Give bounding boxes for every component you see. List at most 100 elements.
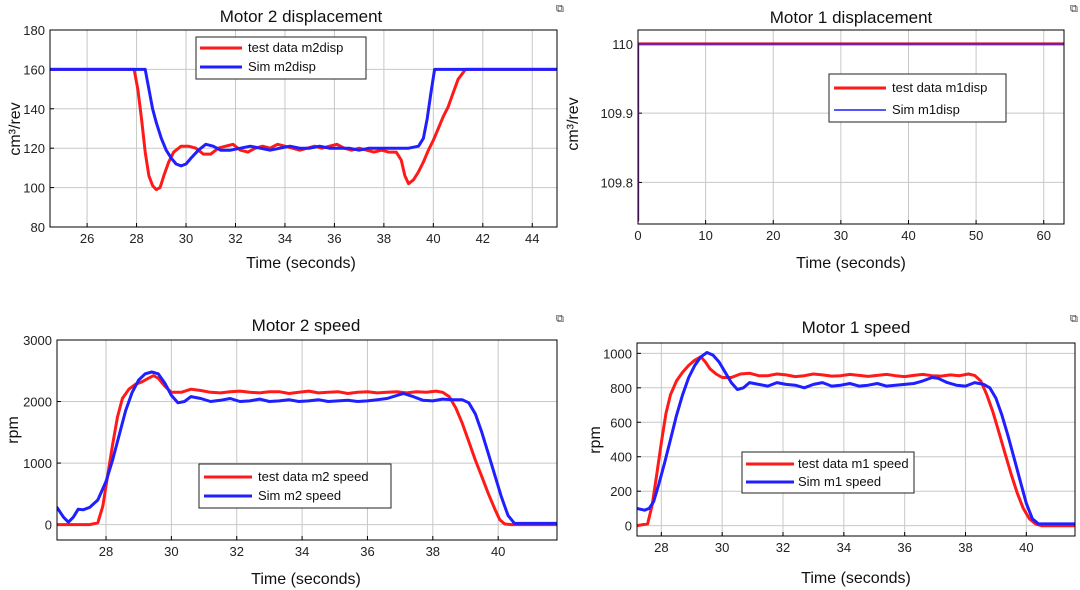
- series-group: [50, 67, 557, 192]
- x-tick-label: 38: [426, 544, 440, 559]
- legend: test data m1disp Sim m1disp: [828, 73, 1007, 123]
- chart-motor2-displacement: Motor 2 displacement 26 28 30 32 34 36 38 40 42 4…: [7, 2, 564, 272]
- legend-entry-test: test data m1disp: [892, 80, 987, 95]
- plot-area: [56, 339, 558, 541]
- x-tick-label: 32: [228, 231, 242, 246]
- axes-frame: [56, 339, 558, 541]
- x-tick-label: 44: [525, 231, 539, 246]
- x-tick-label: 42: [476, 231, 490, 246]
- x-tick-label: 40: [1019, 540, 1033, 555]
- series-line-sim: [637, 351, 1075, 526]
- y-tick-label: 600: [610, 415, 632, 430]
- series-line-sim: [50, 67, 557, 168]
- x-tick-label: 28: [129, 231, 143, 246]
- export-icon[interactable]: ⧉: [556, 2, 564, 15]
- legend-entry-sim: Sim m2 speed: [258, 488, 341, 503]
- legend: test data m2disp Sim m2disp: [195, 36, 367, 80]
- x-axis-label: Time (seconds): [796, 255, 906, 272]
- plot-background: [57, 340, 557, 540]
- legend-box: [198, 463, 392, 509]
- x-tick-label: 28: [654, 540, 668, 555]
- y-ticks: 80 100 120 140 160 180: [23, 23, 45, 235]
- x-axis-label: Time (seconds): [246, 255, 356, 272]
- series-line-test: [637, 355, 1075, 528]
- y-tick-label: 180: [23, 23, 45, 38]
- x-ticks: 26 28 30 32 34 36 38 40 42 44: [80, 231, 540, 246]
- legend-entry-sim: Sim m2disp: [248, 59, 316, 74]
- series-group: [57, 370, 557, 527]
- legend-box: [828, 73, 1007, 123]
- axes-frame: [49, 29, 558, 228]
- axes-frame: [637, 29, 1065, 225]
- export-icon[interactable]: ⧉: [556, 312, 564, 325]
- y-tick-label: 0: [45, 518, 52, 533]
- x-tick-label: 34: [295, 544, 309, 559]
- chart-motor1-displacement: Motor 1 displacement 0 10 20 30 40 50 60 109.8…: [565, 2, 1078, 272]
- legend-entry-test: test data m2disp: [248, 40, 343, 55]
- x-ticks: 0 10 20 30 40 50 60: [634, 228, 1051, 243]
- x-tick-label: 60: [1036, 228, 1050, 243]
- export-icon[interactable]: ⧉: [1070, 2, 1078, 15]
- legend-entry-sim: Sim m1disp: [892, 102, 960, 117]
- x-tick-label: 26: [80, 231, 94, 246]
- chart-motor1-speed: Motor 1 speed 28 30 32 34 36 38 40 0 200 400 600 8…: [587, 312, 1078, 587]
- y-tick-label: 160: [23, 62, 45, 77]
- x-tick-label: 30: [164, 544, 178, 559]
- x-tick-label: 10: [698, 228, 712, 243]
- x-tick-label: 32: [776, 540, 790, 555]
- chart-title: Motor 2 displacement: [220, 7, 383, 26]
- x-ticks: 28 30 32 34 36 38 40: [654, 540, 1033, 555]
- series-line-test: [50, 67, 557, 192]
- axes-frame: [636, 342, 1076, 537]
- y-axis-label: rpm: [5, 416, 22, 444]
- legend: test data m2 speed Sim m2 speed: [198, 463, 392, 509]
- x-axis-label: Time (seconds): [801, 570, 911, 587]
- y-tick-label: 80: [31, 220, 45, 235]
- x-ticks: 28 30 32 34 36 38 40: [99, 544, 506, 559]
- series-line-sim: [638, 42, 1064, 222]
- x-tick-label: 40: [426, 231, 440, 246]
- legend-entry-sim: Sim m1 speed: [798, 474, 881, 489]
- y-tick-label: 109.8: [600, 175, 633, 190]
- y-ticks: 0 1000 2000 3000: [23, 333, 52, 533]
- legend-box: [741, 451, 915, 494]
- legend-box: [195, 36, 367, 80]
- y-tick-label: 800: [610, 381, 632, 396]
- y-tick-label: 2000: [23, 395, 52, 410]
- x-tick-label: 36: [360, 544, 374, 559]
- series-group: [637, 351, 1075, 528]
- x-tick-label: 30: [715, 540, 729, 555]
- series-line-sim: [57, 370, 557, 525]
- x-tick-label: 34: [278, 231, 292, 246]
- x-tick-label: 30: [179, 231, 193, 246]
- chart-title: Motor 2 speed: [252, 316, 361, 335]
- x-tick-label: 0: [634, 228, 641, 243]
- plot-background: [638, 30, 1064, 224]
- y-tick-label: 3000: [23, 333, 52, 348]
- plot-area: [637, 29, 1065, 225]
- x-tick-label: 28: [99, 544, 113, 559]
- x-tick-label: 36: [327, 231, 341, 246]
- chart-title: Motor 1 speed: [802, 318, 911, 337]
- x-tick-label: 40: [491, 544, 505, 559]
- y-tick-label: 1000: [603, 346, 632, 361]
- x-tick-label: 38: [958, 540, 972, 555]
- x-tick-label: 50: [969, 228, 983, 243]
- y-tick-label: 1000: [23, 456, 52, 471]
- y-tick-label: 109.9: [600, 106, 633, 121]
- y-tick-label: 200: [610, 484, 632, 499]
- y-tick-label: 140: [23, 102, 45, 117]
- chart-title: Motor 1 displacement: [770, 8, 933, 27]
- export-icon[interactable]: ⧉: [1070, 312, 1078, 325]
- y-axis-label: cm³/rev: [7, 102, 24, 155]
- y-tick-label: 400: [610, 450, 632, 465]
- x-tick-label: 20: [766, 228, 780, 243]
- y-tick-label: 0: [625, 519, 632, 534]
- x-tick-label: 36: [897, 540, 911, 555]
- x-tick-label: 34: [837, 540, 851, 555]
- legend-entry-test: test data m1 speed: [798, 456, 909, 471]
- plot-area: [636, 342, 1076, 537]
- x-tick-label: 32: [230, 544, 244, 559]
- x-axis-label: Time (seconds): [251, 571, 361, 588]
